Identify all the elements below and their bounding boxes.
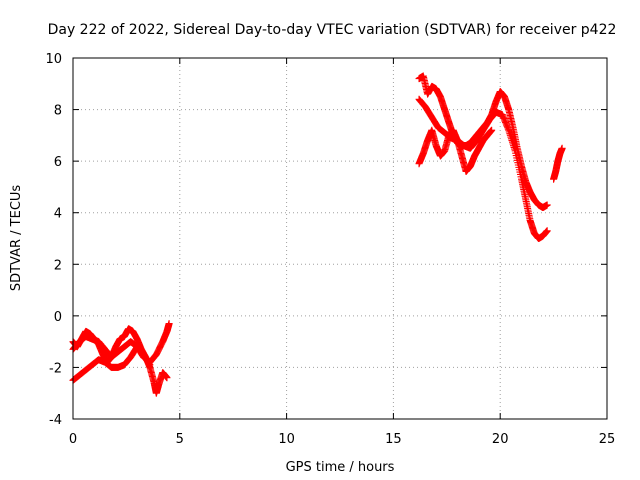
y-tick-label: 10 [45,52,62,67]
y-axis-label: SDTVAR / TECUs [9,185,24,292]
x-tick-label: 25 [599,432,616,447]
y-tick-label: 8 [54,104,62,119]
y-tick-label: 2 [54,258,62,273]
data-point [543,201,551,209]
y-tick-label: -2 [49,361,62,376]
data-points [69,72,566,397]
data-point [488,126,496,134]
chart-title: Day 222 of 2022, Sidereal Day-to-day VTE… [48,22,617,38]
x-axis-label: GPS time / hours [286,460,395,475]
series-track-2 [69,320,173,384]
y-tick-label: -4 [49,413,62,428]
data-point [163,374,171,382]
data-point [543,227,551,235]
x-tick-label: 20 [492,432,509,447]
data-point [146,361,154,369]
x-tick-label: 10 [278,432,295,447]
axis-ticks [72,57,608,420]
tick-labels: 0 5 10 15 20 25 -4 -2 0 2 4 6 8 10 [45,52,615,447]
grid-lines [73,58,607,419]
y-tick-label: 0 [54,310,62,325]
series-track-5 [415,95,551,242]
data-point [558,144,566,152]
plot-frame [72,57,608,420]
series-track-7 [550,144,566,183]
data-point [165,320,173,328]
y-tick-label: 4 [54,207,62,222]
x-tick-label: 5 [176,432,184,447]
series-track-3 [69,332,154,369]
x-tick-label: 0 [69,432,77,447]
series-track-6 [415,126,496,175]
y-tick-label: 6 [54,155,62,170]
x-tick-label: 15 [385,432,402,447]
